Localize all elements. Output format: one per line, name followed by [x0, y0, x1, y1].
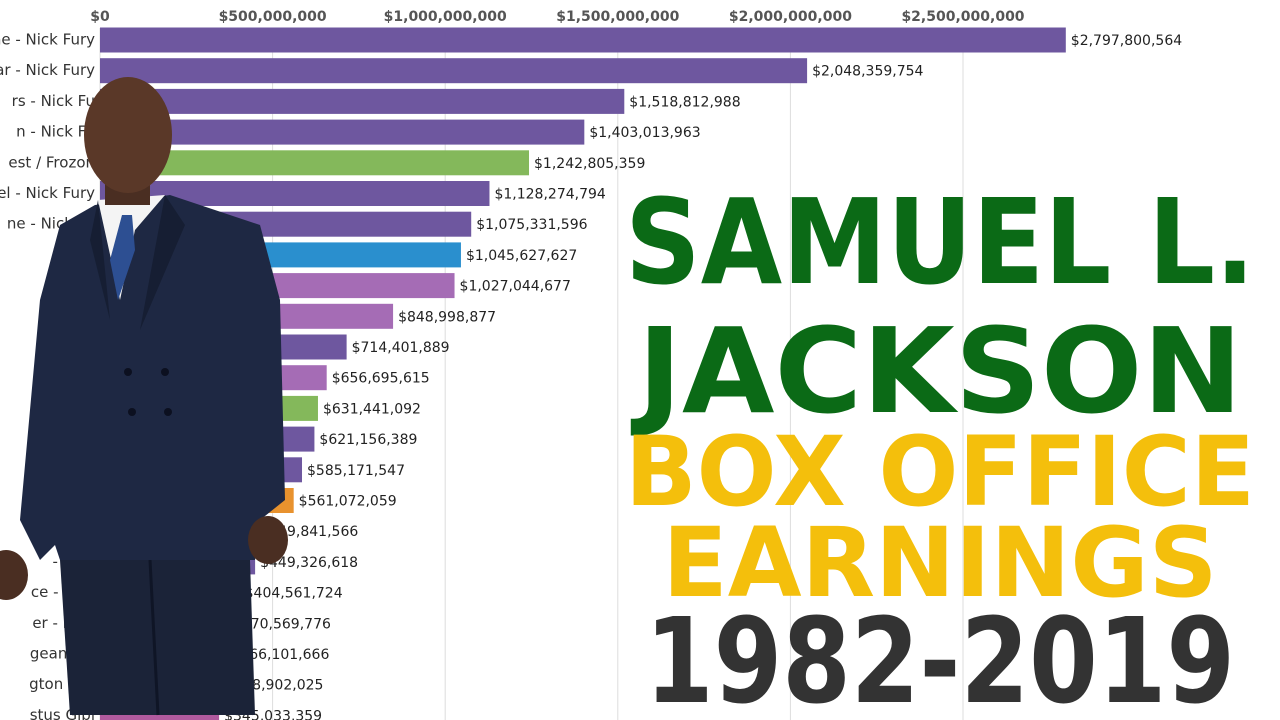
value-label: $370,569,776: [233, 616, 331, 632]
value-label: $656,695,615: [332, 371, 430, 387]
lapels: [90, 195, 185, 330]
value-label: $345,033,359: [224, 708, 322, 720]
category-label: ar - Nick Fury: [0, 61, 95, 79]
value-label: $1,242,805,359: [534, 156, 645, 172]
trousers: [60, 560, 255, 715]
bar: [100, 27, 1066, 53]
value-label: $1,403,013,963: [589, 125, 700, 141]
value-label: $585,171,547: [307, 463, 405, 479]
value-label: $848,998,877: [398, 309, 496, 325]
tie: [110, 215, 135, 300]
category-label: est / Frozon: [8, 153, 95, 171]
value-label: $449,326,618: [260, 555, 358, 571]
value-label: $714,401,889: [352, 340, 450, 356]
value-label: $621,156,389: [319, 432, 417, 448]
title-line: 1982-2019: [645, 592, 1235, 720]
category-label: rs - Nick Fu: [12, 92, 95, 110]
x-tick-label: $1,500,000,000: [556, 9, 679, 25]
value-label: $1,128,274,794: [494, 187, 605, 203]
button: [164, 408, 172, 416]
category-label: ne - Nick Fury: [0, 31, 95, 49]
x-tick-label: $500,000,000: [219, 9, 327, 25]
value-label: $404,561,724: [245, 586, 343, 602]
button: [124, 368, 132, 376]
x-tick-label: $1,000,000,000: [384, 9, 507, 25]
value-label: $1,045,627,627: [466, 248, 577, 264]
category-label: n - Nick Fu: [16, 123, 95, 141]
value-label: $2,797,800,564: [1071, 33, 1182, 49]
title-line: EARNINGS: [663, 507, 1218, 619]
category-label: el - Nick Fury: [0, 184, 95, 202]
hand: [0, 550, 28, 600]
bar: [100, 58, 808, 84]
title-line: SAMUEL L.: [625, 173, 1255, 311]
value-label: $561,072,059: [299, 494, 397, 510]
person-photo: [0, 77, 288, 716]
value-label: $1,027,044,677: [460, 279, 571, 295]
button: [161, 368, 169, 376]
x-tick-label: $2,500,000,000: [901, 9, 1024, 25]
button: [128, 408, 136, 416]
title-line: BOX OFFICE: [625, 416, 1255, 528]
head: [84, 77, 172, 193]
value-label: $631,441,092: [323, 401, 421, 417]
suit-jacket: [20, 195, 285, 560]
trouser-seam: [148, 559, 160, 716]
bar: [100, 150, 530, 176]
bar: [100, 119, 585, 145]
value-label: $2,048,359,754: [812, 64, 923, 80]
value-label: $366,101,666: [231, 647, 329, 663]
title-line: JACKSON: [630, 302, 1242, 440]
hand: [248, 516, 288, 564]
x-tick-label: $0: [90, 9, 110, 25]
x-tick-label: $2,000,000,000: [729, 9, 852, 25]
value-label: $1,075,331,596: [476, 217, 587, 233]
bar: [100, 88, 625, 114]
value-label: $1,518,812,988: [629, 94, 740, 110]
